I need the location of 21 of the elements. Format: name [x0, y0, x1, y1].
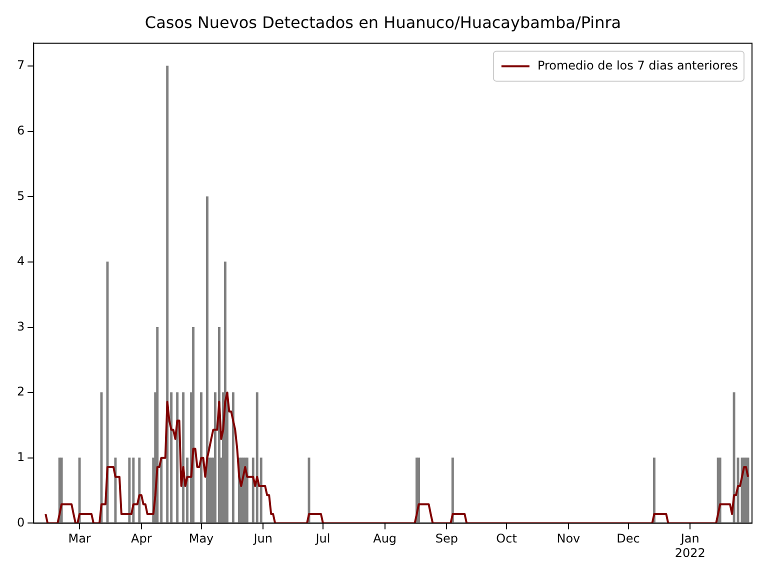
x-tick-label: Apr: [131, 532, 152, 546]
x-tick-label: Oct: [496, 532, 518, 546]
x-tick-label: Nov: [556, 532, 580, 546]
y-tick-label: 3: [16, 319, 25, 334]
y-tick-label: 0: [16, 515, 25, 530]
x-tick-label: May: [188, 532, 214, 546]
x-tick-label: Jul: [314, 532, 330, 546]
y-tick-label: 2: [16, 384, 25, 399]
y-tick-label: 1: [16, 450, 25, 464]
y-tick-label: 4: [16, 254, 25, 268]
x-tick-label: Sep: [435, 532, 458, 546]
x-tick-label: Aug: [373, 532, 397, 546]
y-tick-label: 5: [16, 188, 25, 203]
x-tick-label: Jun: [252, 532, 272, 546]
x-tick-label: Mar: [68, 532, 91, 546]
x-tick-label: Jan 2022: [674, 532, 706, 560]
y-tick-label: 7: [16, 58, 25, 72]
legend-label: Promedio de los 7 dias anteriores: [537, 58, 738, 72]
chart-title: Casos Nuevos Detectados en Huanuco/Huacaybamba/Pinra: [144, 12, 622, 32]
y-tick-label: 6: [16, 123, 25, 138]
x-tick-label: Dec: [616, 532, 640, 546]
